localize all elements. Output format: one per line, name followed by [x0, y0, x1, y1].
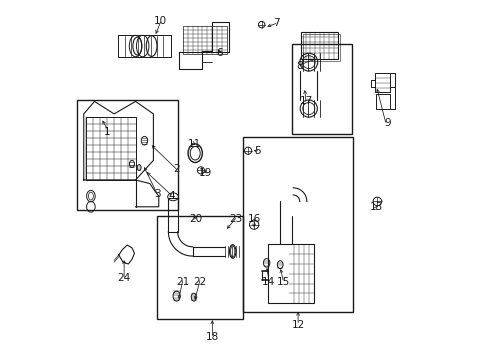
Text: 14: 14: [262, 277, 275, 287]
Text: 2: 2: [173, 164, 180, 174]
Text: 6: 6: [216, 48, 223, 58]
Text: 18: 18: [205, 332, 219, 342]
Text: 24: 24: [117, 273, 130, 283]
Text: 22: 22: [193, 277, 206, 287]
Bar: [267, 244, 313, 303]
Text: 23: 23: [228, 214, 242, 224]
Text: 8: 8: [296, 61, 303, 71]
Bar: [374, 73, 389, 93]
Text: 19: 19: [198, 168, 211, 178]
Bar: [242, 137, 353, 312]
Text: 21: 21: [176, 277, 189, 287]
Text: 7: 7: [273, 18, 280, 28]
Text: 9: 9: [383, 118, 390, 128]
Bar: [300, 32, 338, 59]
Text: 12: 12: [291, 320, 304, 330]
Bar: [77, 100, 178, 210]
Text: 5: 5: [253, 147, 260, 157]
Bar: [157, 216, 242, 319]
Text: 20: 20: [188, 214, 202, 224]
Text: 11: 11: [187, 139, 201, 149]
Bar: [291, 44, 352, 134]
Text: 13: 13: [369, 202, 383, 212]
Bar: [183, 26, 226, 54]
Text: 1: 1: [103, 127, 110, 137]
Text: 10: 10: [154, 16, 167, 26]
Text: 4: 4: [167, 191, 174, 201]
Bar: [85, 117, 135, 180]
Text: 16: 16: [247, 214, 260, 224]
Bar: [118, 35, 171, 58]
Text: 15: 15: [276, 277, 289, 287]
Bar: [302, 34, 340, 61]
Bar: [375, 94, 389, 109]
Text: 17: 17: [299, 96, 312, 107]
Text: 3: 3: [153, 189, 160, 199]
